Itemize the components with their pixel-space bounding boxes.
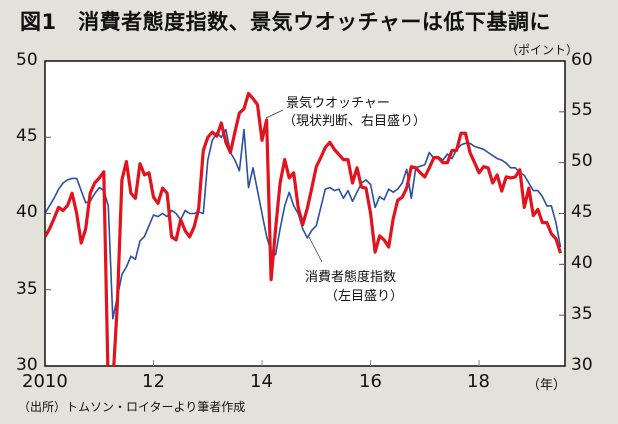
confidence-series-sublabel: （左目盛り） bbox=[325, 289, 404, 304]
right-tick-label: 50 bbox=[571, 151, 593, 171]
left-tick-label: 35 bbox=[16, 279, 38, 299]
x-tick-label: 16 bbox=[359, 371, 382, 392]
left-tick-label: 45 bbox=[16, 126, 38, 146]
watcher-series-sublabel: （現状判断、右目盛り） bbox=[283, 114, 427, 129]
right-tick-label: 55 bbox=[571, 100, 593, 120]
consumer-confidence-line bbox=[45, 128, 562, 320]
left-tick-label: 50 bbox=[16, 50, 38, 70]
x-tick-label: 18 bbox=[467, 371, 490, 392]
x-tick-label: 12 bbox=[142, 371, 165, 392]
confidence-leader-line bbox=[308, 236, 323, 263]
left-tick-label: 30 bbox=[16, 355, 38, 375]
confidence-series-label: 消費者態度指数 bbox=[305, 270, 397, 285]
economy-watchers-line bbox=[45, 91, 563, 366]
x-axis-unit: （年） bbox=[527, 378, 567, 393]
watcher-leader-line bbox=[265, 109, 284, 119]
right-tick-label: 45 bbox=[571, 202, 593, 222]
chart-title: 図1 消費者態度指数、景気ウオッチャーは低下基調に bbox=[20, 10, 551, 34]
right-tick-label: 40 bbox=[571, 253, 593, 273]
source-note: （出所）トムソン・ロイターより筆者作成 bbox=[18, 400, 246, 414]
right-tick-label: 30 bbox=[571, 355, 593, 375]
right-axis-unit: （ポイント） bbox=[506, 43, 579, 57]
right-tick-label: 35 bbox=[571, 304, 593, 324]
x-tick-label: 2010 bbox=[22, 371, 68, 392]
left-tick-label: 40 bbox=[16, 202, 38, 222]
x-tick-label: 14 bbox=[250, 371, 273, 392]
right-tick-label: 60 bbox=[571, 50, 593, 70]
watcher-series-label: 景気ウオッチャー bbox=[286, 96, 390, 111]
